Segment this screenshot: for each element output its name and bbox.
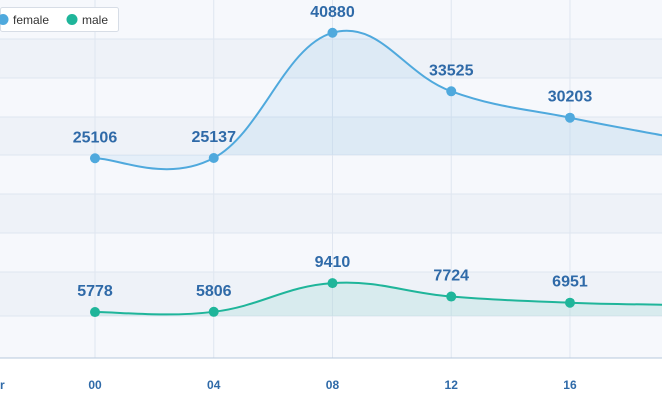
female-data-label: 25137 (191, 129, 236, 146)
female-data-label: 25106 (73, 129, 118, 146)
x-axis: r 00 04 08 12 16 (0, 357, 662, 392)
x-tick-label: 04 (207, 378, 221, 392)
plot-background (0, 39, 662, 358)
legend-female-marker (0, 14, 9, 25)
legend-female-label[interactable]: female (13, 13, 49, 27)
plot-band (0, 316, 662, 358)
female-point[interactable] (89, 153, 100, 164)
female-point[interactable] (208, 153, 219, 164)
legend-male-label[interactable]: male (82, 13, 108, 27)
partial-left-x-tick: r (0, 378, 5, 392)
plot-band (0, 194, 662, 233)
female-point[interactable] (446, 86, 457, 97)
x-tick-label: 12 (445, 378, 459, 392)
male-data-label: 5778 (77, 283, 113, 300)
plot-band (0, 39, 662, 78)
male-point[interactable] (327, 278, 338, 289)
male-point[interactable] (208, 306, 219, 317)
legend-male-marker (66, 14, 78, 25)
male-data-label: 6951 (552, 274, 588, 291)
plot-band (0, 155, 662, 194)
female-data-label: 33525 (429, 62, 474, 79)
x-tick-label: 16 (563, 378, 577, 392)
female-data-label: 40880 (310, 4, 355, 21)
male-point[interactable] (446, 291, 457, 302)
male-data-label: 7724 (433, 268, 469, 285)
x-tick-label: 00 (88, 378, 102, 392)
point-layer (89, 27, 575, 318)
x-tick-label: 08 (326, 378, 340, 392)
male-data-label: 5806 (196, 283, 232, 300)
data-label-layer: 25106 25137 40880 33525 30203 5778 5806 9410 772… (73, 4, 593, 300)
legend[interactable]: female male (0, 7, 119, 32)
female-point[interactable] (564, 112, 575, 123)
male-data-label: 9410 (315, 254, 351, 271)
female-area (94, 30, 662, 170)
male-point[interactable] (89, 307, 100, 318)
plot-band (0, 117, 662, 155)
male-point[interactable] (564, 297, 575, 308)
plot-band (0, 78, 662, 117)
female-point[interactable] (327, 27, 338, 38)
female-data-label: 30203 (548, 89, 593, 106)
plot-band (0, 233, 662, 272)
